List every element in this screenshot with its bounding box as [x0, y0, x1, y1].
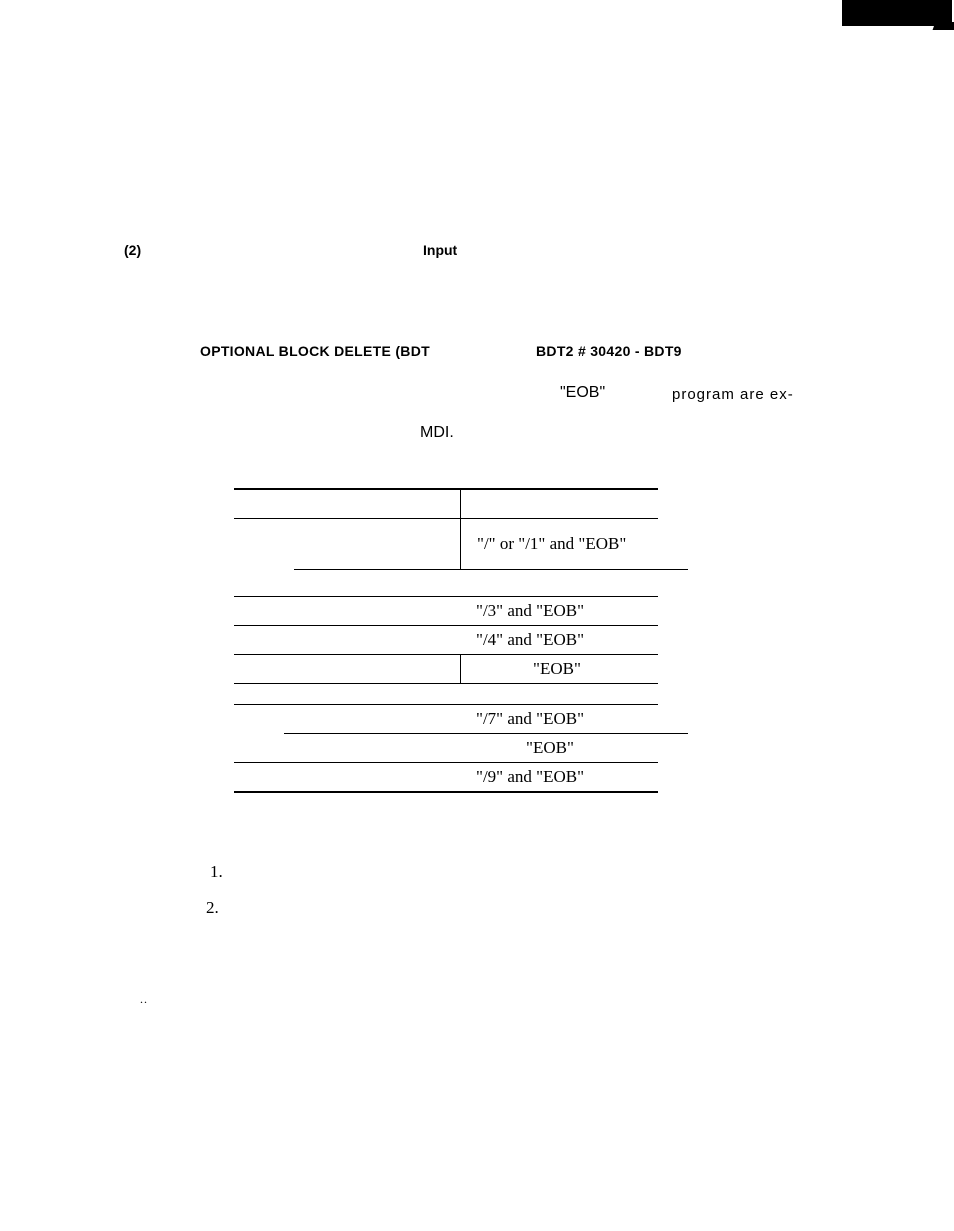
table-header-row: [234, 490, 658, 519]
cell-text: "/4" and "EOB": [476, 630, 584, 649]
table-row: "/7" and "EOB": [234, 704, 658, 733]
table-row: "/4" and "EOB": [234, 625, 658, 654]
table-cell: "/4" and "EOB": [460, 630, 658, 650]
table-row: [234, 683, 658, 704]
cell-text: "EOB": [533, 659, 581, 679]
bdt-table: "/" or "/1" and "EOB" "/3" and "EOB" "/4…: [234, 488, 658, 793]
table-row: [294, 570, 688, 596]
cell-text: "EOB": [526, 738, 574, 757]
cell-text: "/" or "/1" and "EOB": [477, 534, 626, 554]
table-header-c2: [460, 490, 658, 518]
table-row: "/9" and "EOB": [234, 762, 658, 791]
table-row: "EOB": [284, 734, 688, 762]
table-subrow-wrap: [234, 569, 658, 596]
table-cell: "/3" and "EOB": [460, 601, 658, 621]
table-cell: "/7" and "EOB": [460, 709, 658, 729]
stray-dots: . .: [140, 992, 146, 1007]
cell-text: "/9" and "EOB": [476, 767, 584, 786]
list-number-1: 1.: [210, 862, 223, 882]
page: (2) Input OPTIONAL BLOCK DELETE (BDT BDT…: [0, 0, 954, 1231]
table-cell: "EOB": [460, 655, 658, 683]
table-cell: "EOB": [454, 738, 688, 758]
mdi-text: MDI.: [420, 424, 454, 442]
eob-text: "EOB": [560, 384, 605, 402]
section-input: Input: [423, 242, 457, 258]
table-subrow-wrap-2: "EOB": [284, 733, 688, 762]
program-ex: program are ex-: [672, 386, 794, 403]
section-number: (2): [124, 242, 141, 258]
cell-text: "/3" and "EOB": [476, 601, 584, 620]
table-row: "/" or "/1" and "EOB": [234, 519, 658, 569]
table-row: "EOB": [234, 654, 658, 683]
cell-text: "/7" and "EOB": [476, 709, 584, 728]
table-cell: "/" or "/1" and "EOB": [460, 519, 658, 569]
table-row: "/3" and "EOB": [234, 596, 658, 625]
table-cell: "/9" and "EOB": [460, 767, 658, 787]
list-number-2: 2.: [206, 898, 219, 918]
heading-right: BDT2 # 30420 - BDT9: [536, 343, 682, 359]
header-artifact: [842, 0, 952, 26]
heading-left: OPTIONAL BLOCK DELETE (BDT: [200, 343, 430, 359]
